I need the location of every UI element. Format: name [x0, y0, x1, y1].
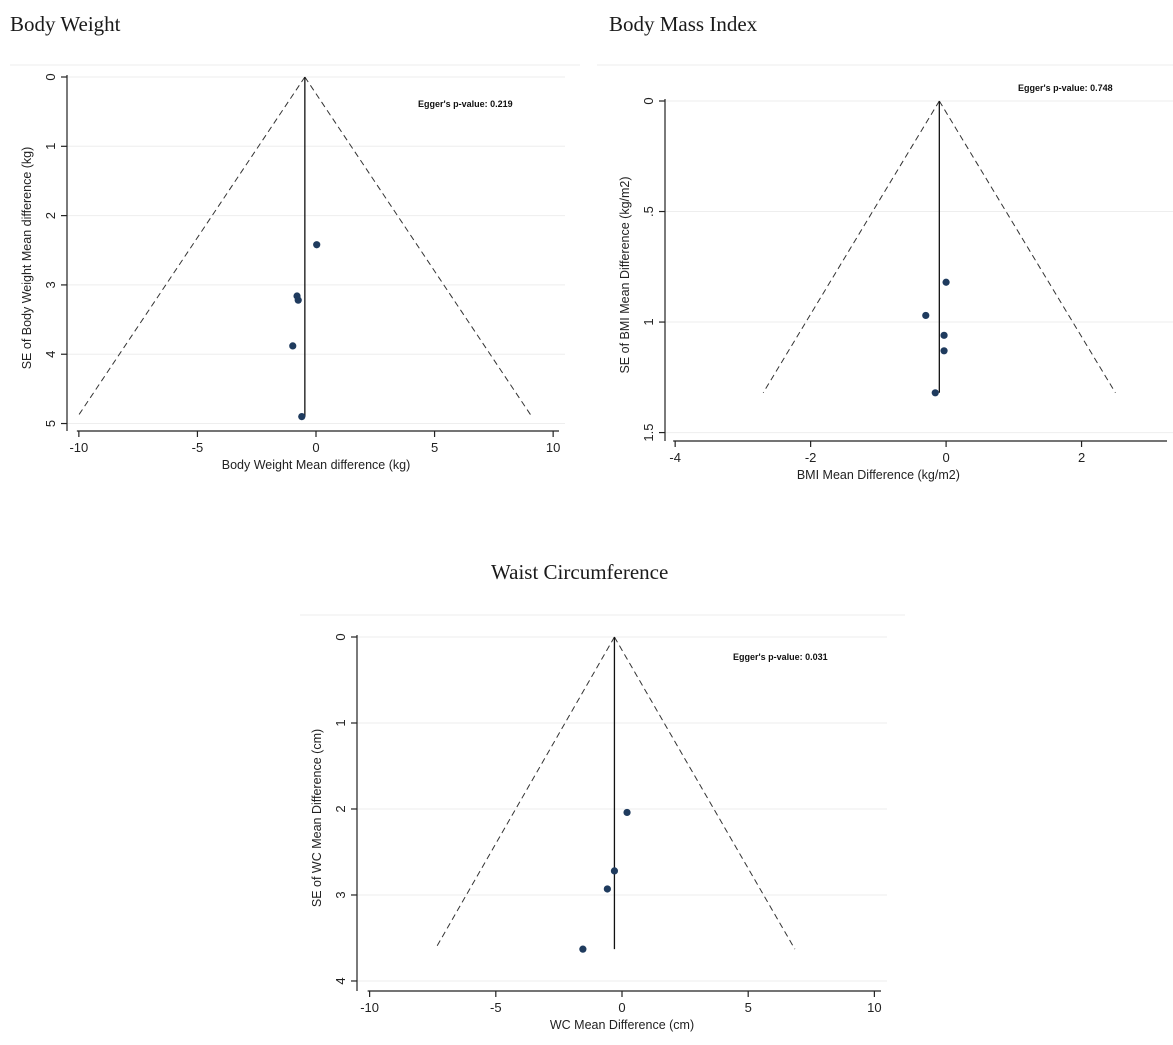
y-tick-label: 2 — [333, 805, 348, 812]
funnel-left-limit — [762, 100, 940, 394]
x-axis-title: BMI Mean Difference (kg/m2) — [797, 468, 960, 482]
x-tick-label: 2 — [1078, 450, 1085, 465]
funnel-plot-waist-circumference: 0 1 2 3 4 -10 -5 0 5 10 WC Mean Difference (cm) SE … — [300, 614, 905, 1045]
y-tick-label: 1 — [43, 143, 58, 150]
study-point — [298, 413, 306, 421]
plot-background — [597, 65, 1173, 495]
eggers-annotation: Egger's p-value: 0.219 — [418, 99, 513, 109]
x-axis-title: WC Mean Difference (cm) — [550, 1018, 694, 1032]
chart-title-waist-circumference: Waist Circumference — [491, 560, 669, 584]
study-point — [922, 311, 930, 320]
x-tick-label: -2 — [805, 450, 817, 465]
study-point — [940, 331, 948, 339]
x-tick-label: 10 — [867, 1000, 881, 1015]
y-tick-label: 1.5 — [641, 424, 656, 442]
y-tick-label: 0 — [333, 633, 348, 640]
x-tick-label: -5 — [192, 440, 204, 455]
funnel-right-limit — [938, 100, 1116, 394]
y-axis-title: SE of Body Weight Mean difference (kg) — [20, 147, 34, 370]
x-tick-label: 5 — [745, 1000, 752, 1015]
y-tick-label: 4 — [43, 351, 58, 358]
y-tick-label: 0 — [641, 97, 656, 104]
y-tick-label: 5 — [43, 420, 58, 427]
y-tick-label: 1 — [333, 719, 348, 726]
chart-title-bmi: Body Mass Index — [609, 12, 758, 36]
x-tick-label: 10 — [546, 440, 560, 455]
x-tick-label: -10 — [69, 440, 88, 455]
y-tick-label: 3 — [333, 891, 348, 898]
x-tick-label: 5 — [431, 440, 438, 455]
chart-title-body-weight: Body Weight — [10, 12, 121, 36]
funnel-left-limit — [77, 76, 306, 417]
study-point — [294, 296, 302, 304]
study-point — [942, 278, 950, 286]
study-point — [940, 347, 948, 355]
y-tick-label: 3 — [43, 281, 58, 288]
study-point — [931, 389, 939, 397]
study-point — [313, 241, 321, 249]
y-tick-label: 4 — [333, 977, 348, 984]
y-axis-title: SE of WC Mean Difference (cm) — [310, 729, 324, 907]
funnel-plot-body-weight: 0 1 2 3 4 5 -10 -5 0 5 10 Body Weight Mean differen… — [10, 64, 580, 495]
y-tick-label: 0 — [43, 73, 58, 80]
x-tick-label: -4 — [669, 450, 681, 465]
y-tick-label: 2 — [43, 212, 58, 219]
x-tick-label: -5 — [490, 1000, 502, 1015]
y-tick-label: 1 — [641, 318, 656, 325]
study-point — [623, 808, 631, 817]
eggers-annotation: Egger's p-value: 0.748 — [1018, 83, 1113, 93]
x-tick-label: -10 — [360, 1000, 379, 1015]
study-point — [289, 342, 297, 350]
study-point — [603, 885, 611, 893]
funnel-right-limit — [613, 636, 796, 950]
x-tick-label: 0 — [618, 1000, 625, 1015]
funnel-plot-bmi: 0 .5 1 1.5 -4 -2 0 2 BMI Mean Difference (kg/m2)… — [597, 64, 1173, 495]
y-axis-title: SE of BMI Mean Difference (kg/m2) — [618, 176, 632, 373]
plot-background — [300, 615, 905, 1045]
eggers-annotation: Egger's p-value: 0.031 — [733, 652, 828, 662]
x-tick-label: 0 — [942, 450, 949, 465]
study-point — [610, 867, 619, 875]
x-tick-label: 0 — [312, 440, 319, 455]
x-axis-title: Body Weight Mean difference (kg) — [222, 458, 411, 472]
study-point — [579, 945, 587, 953]
funnel-right-limit — [304, 76, 533, 417]
y-tick-label: .5 — [641, 206, 656, 217]
